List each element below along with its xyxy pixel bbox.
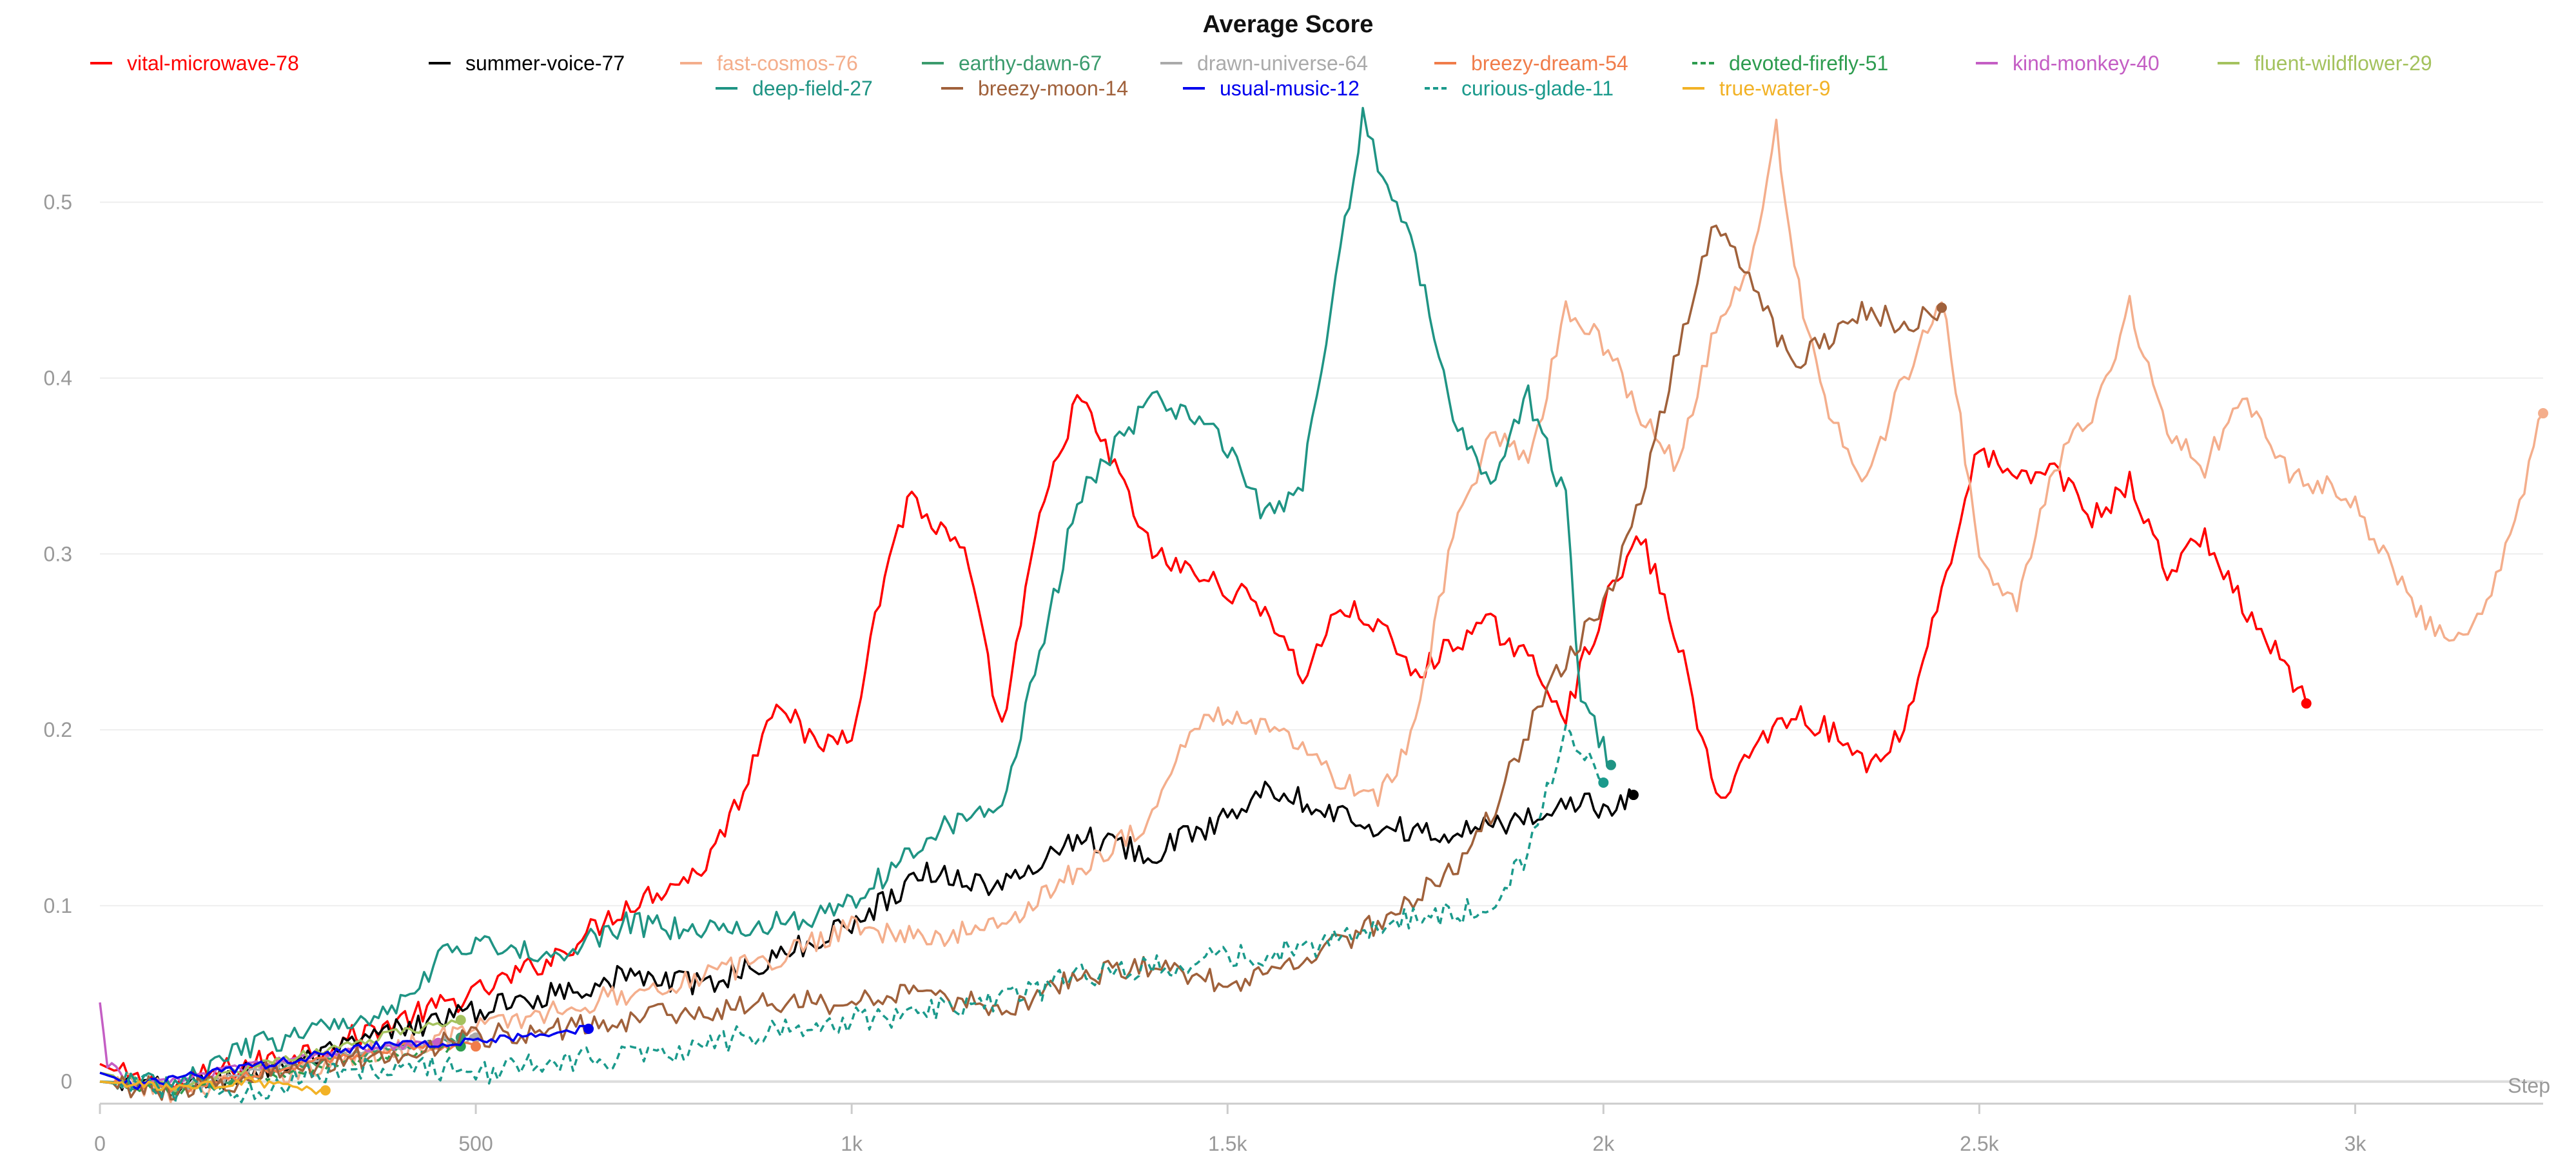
legend-label: breezy-moon-14 [978, 77, 1128, 100]
y-tick-label: 0.2 [44, 718, 72, 741]
series-line-usual-music-12 [99, 1024, 589, 1090]
series-end-point-fast-cosmos-76 [2538, 408, 2548, 419]
y-tick-label: 0.4 [44, 366, 72, 389]
y-tick-label: 0.5 [44, 191, 72, 214]
series-line-breezy-dream-54 [99, 1041, 476, 1093]
chart-title: Average Score [1203, 11, 1374, 38]
series-end-point-fluent-wildflower-29 [455, 1015, 466, 1026]
legend-item-fast-cosmos-76[interactable]: fast-cosmos-76 [680, 52, 858, 75]
legend-item-summer-voice-77[interactable]: summer-voice-77 [429, 52, 625, 75]
x-tick-label: 500 [458, 1132, 493, 1155]
legend-label: fluent-wildflower-29 [2254, 52, 2432, 75]
legend-label: curious-glade-11 [1461, 77, 1614, 100]
series-end-point-usual-music-12 [583, 1023, 594, 1034]
legend-label: usual-music-12 [1220, 77, 1360, 100]
series-line-deep-field-27 [99, 106, 1612, 1098]
y-tick-label: 0.1 [44, 894, 72, 917]
legend-label: summer-voice-77 [465, 52, 625, 75]
y-tick-label: 0 [61, 1070, 72, 1093]
legend-item-curious-glade-11[interactable]: curious-glade-11 [1425, 77, 1614, 100]
series-end-point-vital-microwave-78 [2301, 698, 2312, 709]
grid [100, 201, 2543, 1083]
x-tick-label: 0 [94, 1132, 106, 1155]
legend-item-fluent-wildflower-29[interactable]: fluent-wildflower-29 [2218, 52, 2432, 75]
x-tick-label: 2.5k [1960, 1132, 1999, 1155]
x-tick-label: 1.5k [1208, 1132, 1247, 1155]
series-end-point-breezy-moon-14 [1937, 302, 1947, 313]
legend-label: earthy-dawn-67 [959, 52, 1102, 75]
legend-label: vital-microwave-78 [127, 52, 299, 75]
series-end-point-breezy-dream-54 [471, 1041, 482, 1052]
legend-label: drawn-universe-64 [1197, 52, 1368, 75]
series-line-true-water-9 [99, 1076, 326, 1095]
x-tick-label: 3k [2345, 1132, 2367, 1155]
x-tick-label: 2k [1592, 1132, 1615, 1155]
x-axis-label: Step [2508, 1074, 2550, 1097]
legend-item-devoted-firefly-51[interactable]: devoted-firefly-51 [1692, 52, 1888, 75]
legend-label: true-water-9 [1719, 77, 1831, 100]
legend-label: devoted-firefly-51 [1729, 52, 1888, 75]
legend-item-vital-microwave-78[interactable]: vital-microwave-78 [90, 52, 299, 75]
series-line-curious-glade-11 [99, 724, 1605, 1104]
series-line-breezy-moon-14 [99, 224, 1943, 1101]
legend-item-true-water-9[interactable]: true-water-9 [1683, 77, 1831, 100]
legend: vital-microwave-78 summer-voice-77 fast-co… [90, 52, 2432, 100]
series-end-point-curious-glade-11 [1598, 777, 1609, 788]
legend-item-breezy-moon-14[interactable]: breezy-moon-14 [941, 77, 1128, 100]
series-line-devoted-firefly-51 [99, 1042, 462, 1097]
legend-item-kind-monkey-40[interactable]: kind-monkey-40 [1976, 52, 2160, 75]
legend-label: kind-monkey-40 [2013, 52, 2160, 75]
legend-label: fast-cosmos-76 [717, 52, 858, 75]
legend-item-drawn-universe-64[interactable]: drawn-universe-64 [1160, 52, 1368, 75]
series-end-point-true-water-9 [320, 1085, 331, 1096]
legend-item-earthy-dawn-67[interactable]: earthy-dawn-67 [922, 52, 1102, 75]
legend-item-breezy-dream-54[interactable]: breezy-dream-54 [1434, 52, 1628, 75]
y-axis: 0 0.1 0.2 0.3 0.4 0.5 [44, 191, 72, 1093]
legend-item-deep-field-27[interactable]: deep-field-27 [716, 77, 873, 100]
legend-item-usual-music-12[interactable]: usual-music-12 [1183, 77, 1360, 100]
legend-label: breezy-dream-54 [1471, 52, 1628, 75]
series-line-fast-cosmos-76 [99, 119, 2544, 1104]
series-end-point-deep-field-27 [1605, 759, 1616, 770]
plot-area [99, 106, 2548, 1104]
series-end-point-summer-voice-77 [1628, 790, 1639, 801]
x-axis: 0 500 1k 1.5k 2k 2.5k 3k [94, 1102, 2543, 1155]
series-line-vital-microwave-78 [99, 394, 2308, 1098]
legend-label: deep-field-27 [752, 77, 873, 100]
y-tick-label: 0.3 [44, 542, 72, 565]
x-tick-label: 1k [841, 1132, 863, 1155]
series-line-summer-voice-77 [99, 780, 1635, 1100]
